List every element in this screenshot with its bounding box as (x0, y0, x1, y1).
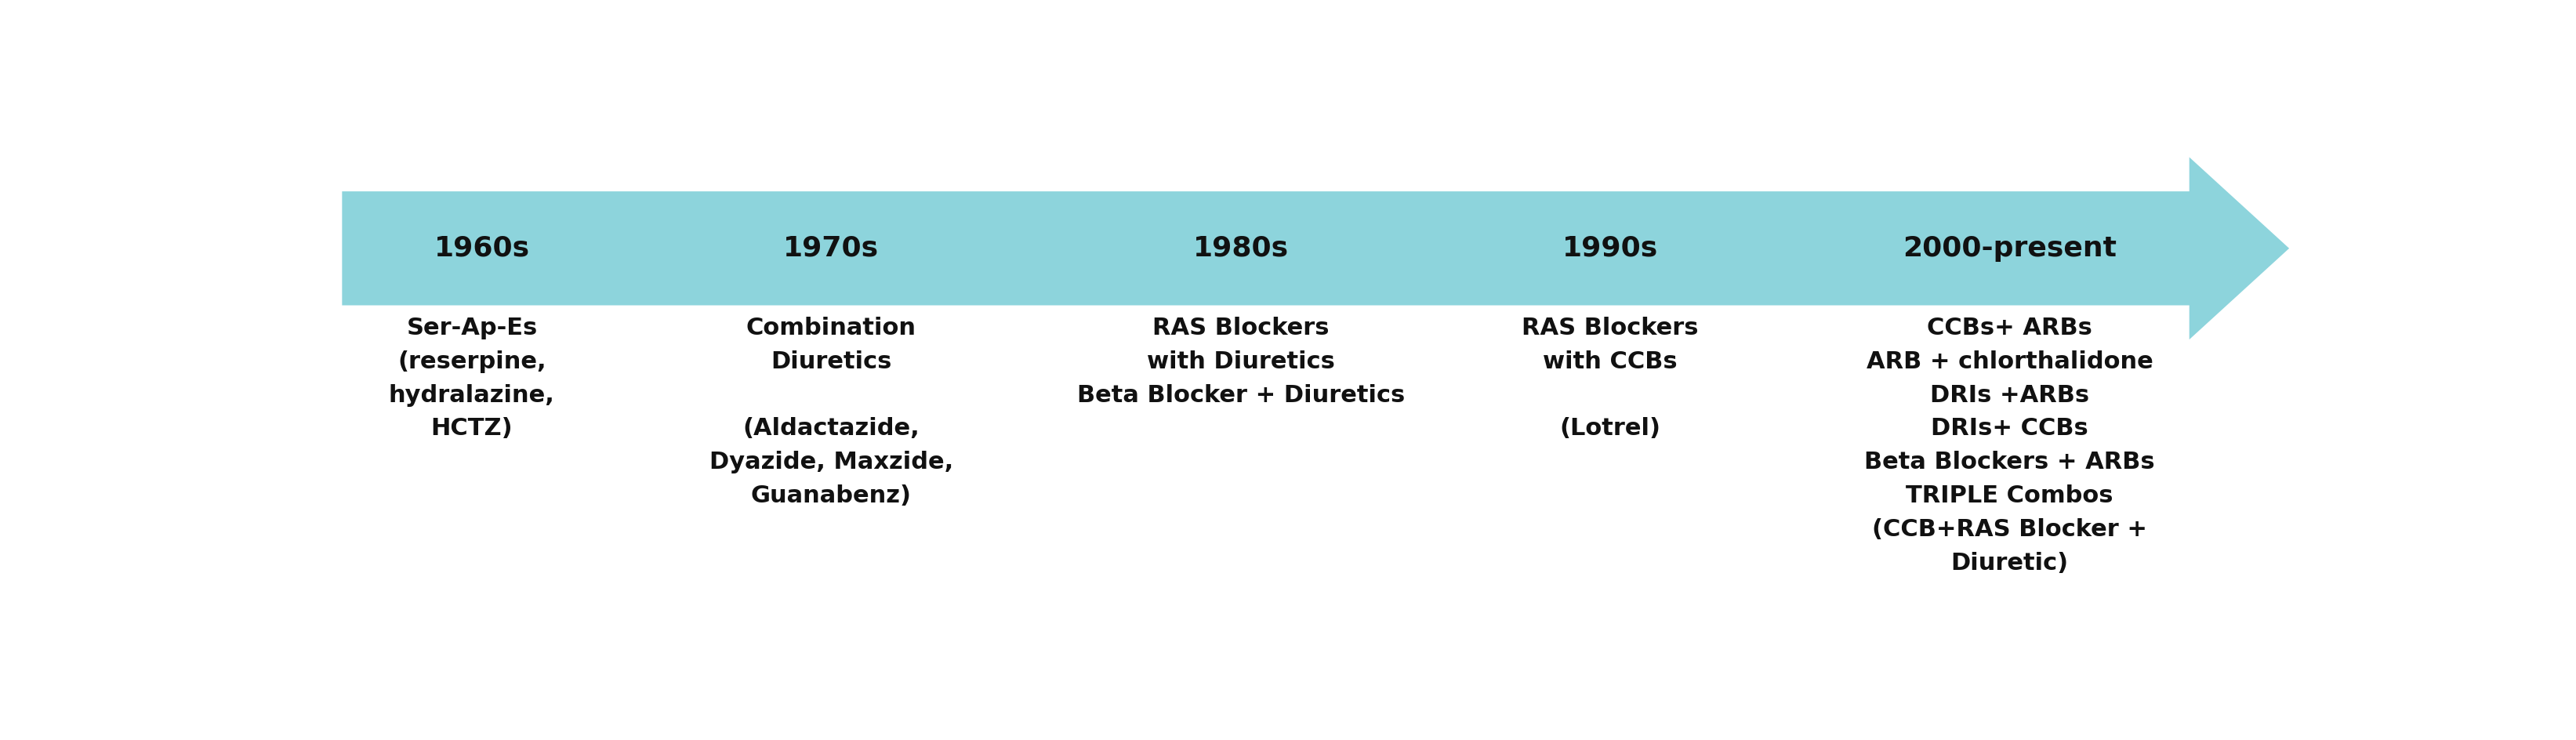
Text: 1970s: 1970s (783, 235, 878, 262)
Text: RAS Blockers
with CCBs

(Lotrel): RAS Blockers with CCBs (Lotrel) (1522, 317, 1698, 440)
Text: Ser-Ap-Es
(reserpine,
hydralazine,
HCTZ): Ser-Ap-Es (reserpine, hydralazine, HCTZ) (389, 317, 554, 440)
Text: 1980s: 1980s (1193, 235, 1288, 262)
Text: 1990s: 1990s (1561, 235, 1656, 262)
Text: 2000-present: 2000-present (1901, 235, 2115, 262)
Text: RAS Blockers
with Diuretics
Beta Blocker + Diuretics: RAS Blockers with Diuretics Beta Blocker… (1077, 317, 1404, 406)
Text: 1960s: 1960s (433, 235, 531, 262)
Polygon shape (343, 157, 2287, 340)
Text: Combination
Diuretics

(Aldactazide,
Dyazide, Maxzide,
Guanabenz): Combination Diuretics (Aldactazide, Dyaz… (708, 317, 953, 507)
Text: CCBs+ ARBs
ARB + chlorthalidone
DRIs +ARBs
DRIs+ CCBs
Beta Blockers + ARBs
TRIPL: CCBs+ ARBs ARB + chlorthalidone DRIs +AR… (1862, 317, 2154, 574)
